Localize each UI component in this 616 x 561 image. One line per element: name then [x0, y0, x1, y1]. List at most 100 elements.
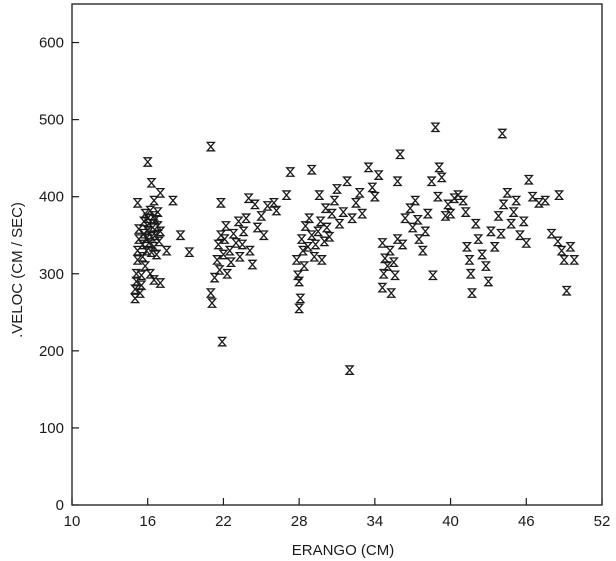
data-point	[319, 236, 330, 247]
data-point	[215, 198, 226, 208]
data-point	[167, 195, 178, 206]
x-tick-label: 16	[139, 513, 156, 530]
data-point	[449, 193, 460, 204]
data-point	[247, 259, 258, 270]
data-point	[294, 276, 305, 287]
data-point	[258, 230, 269, 241]
data-point	[295, 293, 306, 304]
data-point	[344, 365, 355, 375]
data-point	[473, 234, 484, 244]
data-point	[483, 276, 494, 287]
data-point	[296, 234, 307, 244]
data-point	[397, 239, 408, 250]
data-point	[470, 218, 481, 229]
data-point	[302, 241, 313, 252]
data-point	[131, 268, 142, 279]
data-point	[436, 172, 447, 183]
data-point	[222, 268, 233, 279]
data-point	[252, 222, 263, 233]
data-point	[390, 270, 401, 281]
data-point	[304, 213, 315, 224]
data-point	[137, 251, 148, 262]
data-point	[464, 255, 475, 265]
data-point	[369, 191, 380, 202]
data-point	[205, 288, 216, 298]
data-point	[357, 208, 368, 219]
data-point	[533, 198, 544, 208]
data-point	[458, 195, 469, 206]
y-tick-label: 600	[39, 35, 64, 52]
data-point	[485, 226, 496, 237]
data-point	[161, 245, 172, 256]
data-point	[565, 241, 576, 252]
data-point	[331, 184, 343, 194]
data-point	[297, 245, 308, 256]
data-point	[569, 255, 580, 265]
data-point	[149, 275, 160, 285]
data-point	[556, 245, 567, 256]
data-point	[136, 280, 147, 291]
data-point	[292, 270, 303, 281]
data-point	[140, 261, 151, 271]
data-point	[146, 177, 157, 188]
data-point	[521, 238, 532, 248]
data-point	[155, 278, 166, 288]
data-point	[430, 122, 441, 133]
data-point	[152, 207, 163, 217]
data-point	[527, 191, 538, 202]
data-point	[329, 195, 340, 206]
data-point	[150, 214, 161, 225]
data-point	[523, 174, 534, 185]
data-point	[498, 199, 509, 210]
data-point	[249, 199, 260, 210]
x-axis-ticks: 10 16 22 28 34 40 46 52	[64, 498, 610, 530]
data-point	[147, 222, 158, 233]
data-point	[377, 238, 388, 248]
data-point	[130, 293, 141, 304]
data-point	[228, 228, 239, 239]
data-point	[321, 222, 332, 233]
data-point	[244, 245, 255, 256]
data-point	[234, 251, 245, 262]
data-point	[561, 285, 572, 296]
data-point	[184, 247, 195, 258]
data-point	[205, 141, 216, 152]
data-point	[256, 211, 267, 221]
data-point	[559, 255, 570, 265]
y-tick-label: 300	[39, 266, 64, 283]
data-point	[443, 199, 454, 210]
data-point	[384, 245, 396, 256]
data-point	[427, 270, 438, 281]
data-point	[217, 336, 228, 347]
data-point	[518, 216, 529, 227]
data-point	[155, 187, 166, 198]
data-point	[214, 265, 225, 275]
data-point	[281, 190, 292, 201]
y-tick-label: 100	[39, 420, 64, 437]
data-point	[271, 205, 282, 216]
data-point	[460, 207, 471, 217]
x-axis-title: ERANGO (CM)	[292, 542, 395, 559]
data-point	[508, 207, 519, 217]
data-point	[316, 255, 327, 265]
data-point	[480, 261, 491, 271]
data-point	[141, 245, 152, 256]
data-point	[496, 228, 507, 239]
data-point	[149, 211, 160, 221]
data-point	[315, 216, 326, 227]
data-point	[136, 270, 147, 281]
data-point	[241, 213, 252, 224]
x-tick-label: 40	[442, 513, 459, 530]
y-tick-label: 400	[39, 189, 64, 206]
data-point	[432, 191, 443, 202]
x-tick-label: 28	[291, 513, 308, 530]
data-point	[514, 230, 525, 241]
data-point	[145, 268, 156, 279]
data-point	[225, 257, 237, 268]
data-point	[131, 276, 142, 287]
y-axis-ticks: 0 100 200 300 400 500 600	[39, 35, 79, 514]
data-point	[554, 190, 565, 201]
y-tick-label: 200	[39, 343, 64, 360]
data-point	[299, 261, 310, 271]
data-point	[310, 239, 321, 250]
